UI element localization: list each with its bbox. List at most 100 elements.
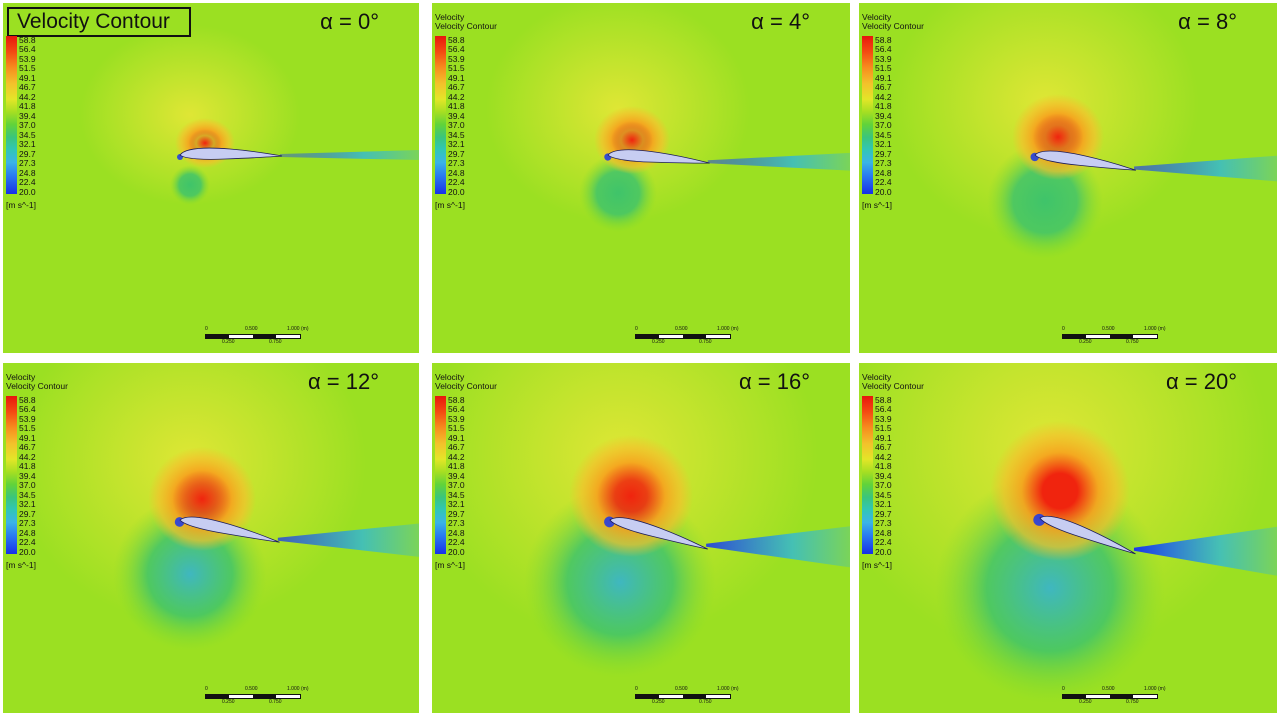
legend-tick-label: 53.9 [875, 53, 892, 64]
scale-label: 0.500 [1102, 686, 1115, 692]
legend-tick-label: 53.9 [448, 413, 465, 424]
legend-tick-label: 24.8 [448, 167, 465, 178]
legend-tick-label: 22.4 [19, 177, 36, 188]
contour-panel-aoa-8: Velocity Velocity Contour 58.8 56.4 53.9 51.5… [859, 3, 1277, 353]
color-legend-bar [6, 36, 17, 194]
scale-unit: (m) [1158, 686, 1166, 692]
legend-tick-label: 37.0 [19, 120, 36, 131]
scale-unit: (m) [301, 686, 309, 692]
legend-tick-label: 46.7 [448, 442, 465, 453]
wake [280, 150, 419, 160]
contour-panel-aoa-0: Velocity Contour 58.8 56.4 53.9 51.5 49.1 46.7… [3, 3, 419, 353]
wake [706, 526, 850, 568]
legend-tick-label: 24.8 [19, 167, 36, 178]
legend-tick-label: 46.7 [19, 82, 36, 93]
legend-title: Velocity Velocity Contour [862, 373, 924, 391]
legend-tick-label: 22.4 [448, 177, 465, 188]
airfoil [1039, 515, 1136, 555]
legend-tick-label: 44.2 [19, 451, 36, 462]
legend-tick-label: 39.4 [448, 110, 465, 121]
legend-tick-label: 32.1 [875, 139, 892, 150]
legend-tick-label: 27.3 [448, 158, 465, 169]
legend-tick-label: 29.7 [875, 508, 892, 519]
airfoil [1034, 150, 1136, 171]
suction-peak-region [990, 421, 1130, 561]
legend-tick-label: 20.0 [19, 546, 36, 557]
scale-bar: 0 0.500 1.000 (m) 0.250 0.750 [1062, 326, 1166, 353]
figure-title: Velocity Contour [7, 7, 191, 37]
airfoil [179, 516, 280, 543]
legend-tick-label: 39.4 [875, 470, 892, 481]
scale-bar: 0 0.500 1.000 (m) 0.250 0.750 [635, 326, 739, 353]
legend-tick-label: 32.1 [19, 139, 36, 150]
angle-of-attack-label: α = 8° [1178, 9, 1237, 34]
legend-unit: [m s^-1] [862, 560, 892, 570]
scale-label: 0.500 [675, 686, 688, 692]
legend-tick-label: 46.7 [875, 82, 892, 93]
legend-tick-label: 29.7 [19, 508, 36, 519]
scale-label: 0 [1062, 326, 1065, 332]
legend-title: Velocity Velocity Contour [435, 13, 497, 31]
legend-tick-label: 51.5 [875, 63, 892, 74]
legend-tick-label: 22.4 [875, 537, 892, 548]
legend-tick-label: 49.1 [448, 432, 465, 443]
legend-tick-label: 34.5 [448, 489, 465, 500]
suction-peak-region [594, 106, 670, 174]
legend-tick-label: 53.9 [875, 413, 892, 424]
upper-halo [80, 25, 300, 205]
angle-of-attack-label: α = 16° [738, 369, 810, 394]
wake [1133, 526, 1277, 576]
legend-tick-label: 41.8 [19, 101, 36, 112]
legend-tick-label: 51.5 [19, 423, 36, 434]
scale-label: 1.000 [717, 686, 730, 692]
legend-tick-label: 44.2 [448, 451, 465, 462]
legend-title-line1: Velocity [862, 12, 892, 22]
airfoil [609, 517, 708, 550]
angle-of-attack-label: α = 20° [1165, 369, 1237, 394]
legend-tick-label: 27.3 [19, 518, 36, 529]
legend-title-line1: Velocity [435, 12, 465, 22]
legend-tick-label: 20.0 [875, 186, 892, 197]
legend-tick-label: 24.8 [875, 527, 892, 538]
contour-panel-aoa-12: Velocity Velocity Contour 58.8 56.4 53.9 51.5… [3, 363, 419, 713]
legend-tick-label: 44.2 [448, 91, 465, 102]
legend-ticks: 58.8 56.4 53.9 51.5 49.1 46.7 44.2 41.8 39.4 37.0… [875, 36, 905, 196]
scale-label: 1.000 [1144, 326, 1157, 332]
color-legend-bar [862, 36, 873, 194]
scale-label: 1.000 [287, 326, 300, 332]
scale-unit: (m) [1158, 326, 1166, 332]
legend-tick-label: 27.3 [875, 158, 892, 169]
scale-label: 0.250 [222, 339, 235, 345]
legend-tick-label: 32.1 [448, 499, 465, 510]
legend-tick-label: 41.8 [875, 101, 892, 112]
legend-title-line2: Velocity Contour [435, 381, 497, 391]
color-legend-bar [435, 396, 446, 554]
scale-label: 0.500 [245, 326, 258, 332]
angle-of-attack-label: α = 0° [320, 9, 379, 34]
legend-tick-label: 51.5 [448, 423, 465, 434]
legend-title: Velocity Velocity Contour [862, 13, 924, 31]
legend-tick-label: 20.0 [448, 546, 465, 557]
legend-tick-label: 20.0 [875, 546, 892, 557]
legend-ticks: 58.8 56.4 53.9 51.5 49.1 46.7 44.2 41.8 39.4 37.0… [448, 396, 478, 556]
legend-tick-label: 27.3 [875, 518, 892, 529]
legend-tick-label: 29.7 [448, 148, 465, 159]
lower-low-speed-region [170, 165, 210, 205]
scale-label: 1.000 [1144, 686, 1157, 692]
scale-label: 0.250 [222, 699, 235, 705]
scale-bar: 0 0.500 1.000 (m) 0.250 0.750 [205, 326, 309, 353]
airfoil [607, 149, 710, 164]
legend-tick-label: 56.4 [875, 404, 892, 415]
velocity-field [891, 3, 1277, 259]
scale-label: 0.750 [1126, 339, 1139, 345]
scale-bar: 0 0.500 1.000 (m) 0.250 0.750 [635, 686, 739, 713]
legend-title-line1: Velocity [6, 372, 36, 382]
legend-tick-label: 20.0 [448, 186, 465, 197]
scale-label: 1.000 [717, 326, 730, 332]
legend-tick-label: 32.1 [448, 139, 465, 150]
legend-title: Velocity Velocity Contour [435, 373, 497, 391]
color-legend-bar [6, 396, 17, 554]
legend-tick-label: 34.5 [875, 489, 892, 500]
legend-tick-label: 44.2 [875, 91, 892, 102]
legend-title: Velocity Velocity Contour [6, 373, 68, 391]
